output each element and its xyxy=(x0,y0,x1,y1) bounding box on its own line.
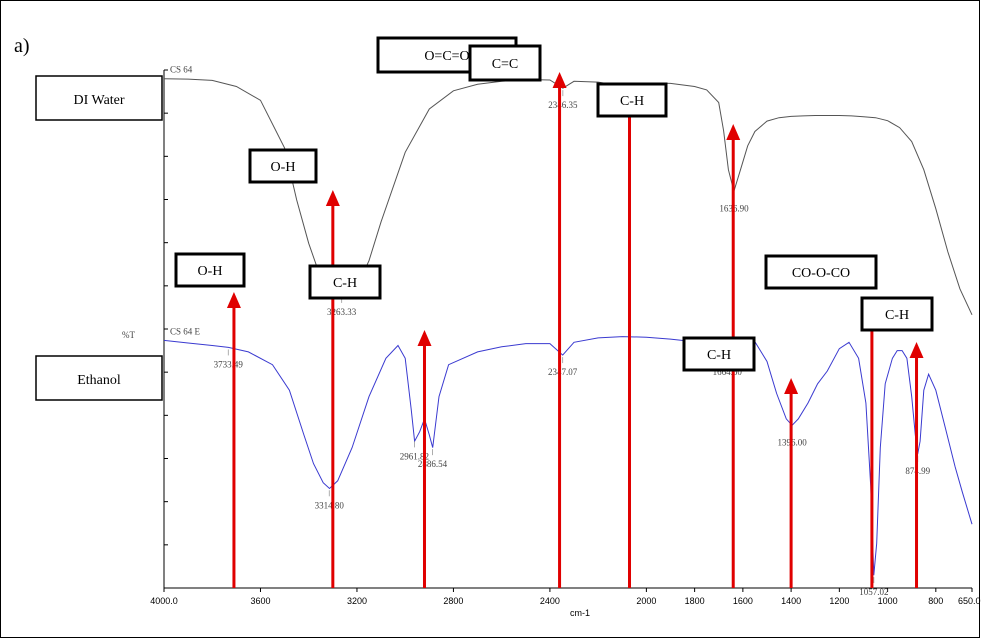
bond-arrow-head xyxy=(227,292,241,308)
bond-arrow-head xyxy=(417,330,431,346)
peak-label: 2347.07 xyxy=(548,367,578,377)
bond-arrow-head xyxy=(553,72,567,88)
series-name: CS 64 E xyxy=(170,326,201,336)
peak-annotations: 3263.332346.352112.541636.903733.493314.… xyxy=(214,88,931,598)
panel-label: a) xyxy=(14,35,30,57)
peak-label: 3733.49 xyxy=(214,359,244,369)
x-axis-label: cm-1 xyxy=(570,608,590,618)
series-name: CS 64 xyxy=(170,65,193,75)
x-tick-label: 2000 xyxy=(636,596,656,606)
bond-arrow-head xyxy=(326,190,340,206)
bond-label: C=C xyxy=(492,57,519,72)
bond-label: C-H xyxy=(707,348,731,363)
bond-label: CO-O-CO xyxy=(792,266,850,281)
sample-label: DI Water xyxy=(73,93,124,108)
bond-arrows xyxy=(227,72,924,588)
y-axis-label: %T xyxy=(122,330,135,340)
bond-label: C-H xyxy=(620,94,644,109)
peak-label: 1057.02 xyxy=(859,587,888,597)
x-tick-label: 1600 xyxy=(733,596,753,606)
bond-label: O-H xyxy=(198,264,223,279)
bond-arrow-head xyxy=(910,342,924,358)
x-tick-label: 1200 xyxy=(829,596,849,606)
bond-label: C-H xyxy=(333,276,357,291)
x-tick-label: 800 xyxy=(928,596,943,606)
bond-arrow-head xyxy=(784,378,798,394)
x-tick-label: 1800 xyxy=(685,596,705,606)
peak-label: 2886.54 xyxy=(418,459,448,469)
peak-label: 2346.35 xyxy=(548,100,578,110)
x-tick-label: 1400 xyxy=(781,596,801,606)
bond-labels: O=C=O C=C O-H C-H O-H C-H C-H CO-O-CO C-H DI Wate… xyxy=(36,38,932,400)
x-tick-label: 2800 xyxy=(443,596,463,606)
x-tick-label: 3200 xyxy=(347,596,367,606)
x-tick-label: 3600 xyxy=(250,596,270,606)
bond-label: O=C=O xyxy=(424,49,469,64)
bond-arrow-head xyxy=(726,124,740,140)
sample-label: Ethanol xyxy=(77,373,121,388)
x-tick-label: 4000.0 xyxy=(150,596,178,606)
x-tick-label: 1000 xyxy=(878,596,898,606)
chart-series: CS 64 CS 64 E xyxy=(164,65,972,576)
bond-label: O-H xyxy=(271,160,296,175)
x-tick-label: 2400 xyxy=(540,596,560,606)
bond-label: C-H xyxy=(885,308,909,323)
peak-label: 3314.80 xyxy=(315,500,345,510)
x-tick-label: 650.0 xyxy=(958,596,981,606)
